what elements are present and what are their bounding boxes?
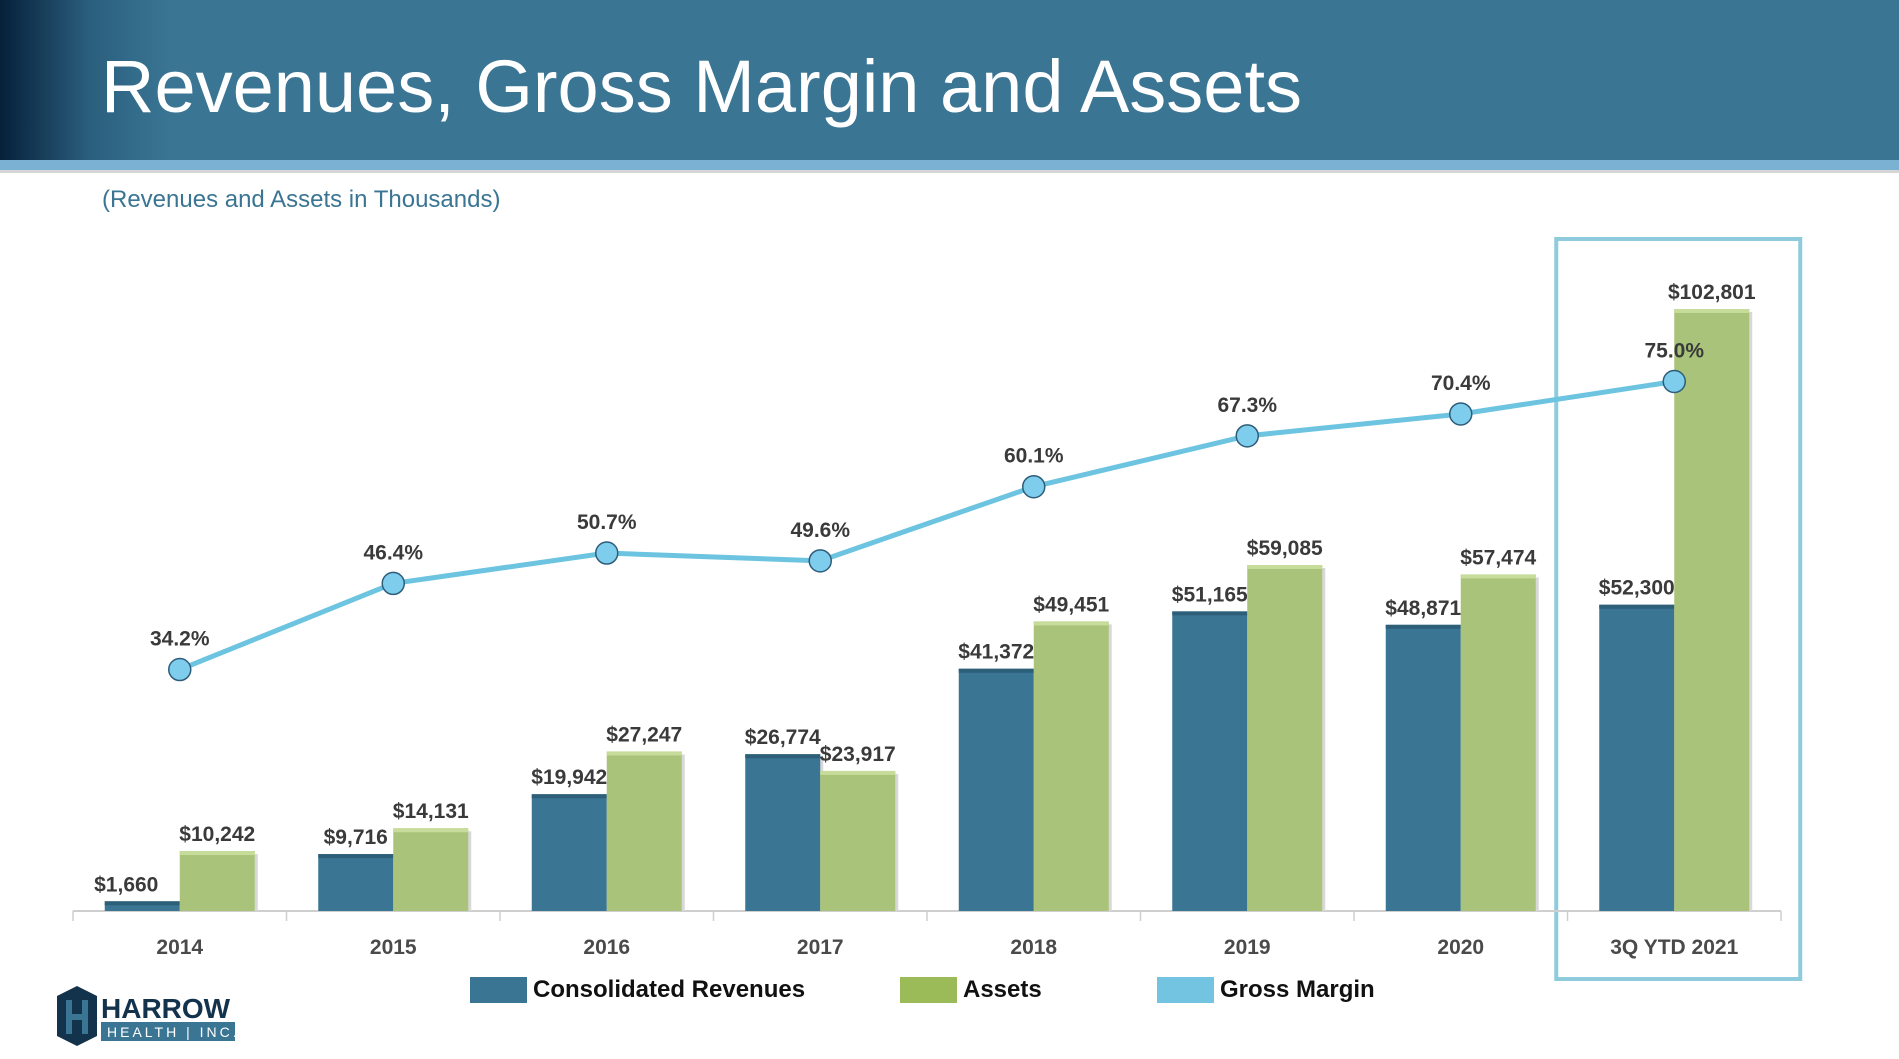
revenue-data-label: $19,942	[531, 766, 607, 789]
assets-bar	[1033, 621, 1109, 911]
revenue-data-label: $26,774	[745, 726, 821, 749]
revenue-bar-top	[958, 668, 1034, 673]
gross-margin-point	[1022, 474, 1046, 499]
assets-bar	[393, 828, 469, 911]
legend-item-assets: Assets	[900, 976, 1042, 1004]
gross-margin-point	[595, 541, 619, 565]
revenue-data-label: $48,871	[1385, 597, 1461, 620]
legend-item-gross-margin: Gross Margin	[1157, 976, 1375, 1004]
gross-margin-data-label: 60.1%	[1004, 445, 1064, 468]
chart-subtitle: (Revenues and Assets in Thousands)	[102, 186, 501, 213]
assets-bar-top	[1247, 564, 1323, 569]
revenue-bar-top	[745, 754, 821, 759]
legend-swatch-revenues	[470, 977, 527, 1003]
gross-margin-data-label: 70.4%	[1431, 372, 1491, 395]
assets-data-label: $23,917	[820, 743, 896, 766]
x-tick-label: 2018	[1010, 936, 1057, 959]
revenue-bar	[958, 668, 1034, 911]
gross-margin-point	[168, 657, 192, 682]
revenue-bar-top	[1172, 611, 1248, 616]
gross-margin-data-label: 50.7%	[577, 511, 637, 534]
gross-margin-point	[1449, 402, 1473, 426]
harrow-logo: HARROW HEALTH | INC.	[57, 984, 247, 1053]
assets-bar	[179, 851, 255, 911]
assets-bar-top	[393, 828, 469, 833]
legend-swatch-gross-margin	[1157, 977, 1214, 1003]
gross-margin-data-label: 49.6%	[790, 519, 850, 542]
assets-data-label: $10,242	[179, 823, 255, 846]
revenue-data-label: $52,300	[1599, 577, 1675, 600]
gross-margin-line	[178, 379, 1675, 672]
svg-text:HARROW: HARROW	[101, 993, 231, 1024]
revenue-bar	[1385, 624, 1461, 911]
gross-margin-point	[1235, 424, 1259, 448]
assets-bar-top	[606, 751, 682, 756]
assets-data-label: $27,247	[606, 723, 682, 746]
legend-label-assets: Assets	[963, 976, 1042, 1003]
revenue-bar	[745, 754, 821, 911]
gross-margin-point	[808, 549, 832, 573]
assets-bar-top	[179, 851, 255, 856]
legend-label-gross-margin: Gross Margin	[1220, 976, 1375, 1003]
legend-item-revenues: Consolidated Revenues	[470, 976, 805, 1004]
revenue-bar-top	[1385, 624, 1461, 629]
x-tick-label: 2016	[583, 936, 630, 959]
svg-text:HEALTH | INC.: HEALTH | INC.	[107, 1024, 240, 1040]
x-tick-label: 2020	[1437, 936, 1484, 959]
revenue-data-label: $1,660	[94, 873, 158, 896]
x-tick-label: 2017	[797, 936, 844, 959]
revenue-data-label: $41,372	[958, 641, 1034, 664]
x-tick-label: 2019	[1224, 936, 1271, 959]
revenue-bar	[531, 794, 607, 911]
gross-margin-data-label: 67.3%	[1217, 394, 1277, 417]
highlight-box	[1554, 237, 1803, 981]
revenue-data-label: $9,716	[324, 826, 388, 849]
gross-margin-data-label: 75.0%	[1644, 340, 1704, 363]
assets-bar-top	[1674, 309, 1750, 313]
legend-label-revenues: Consolidated Revenues	[533, 976, 806, 1003]
revenue-bar	[104, 901, 180, 911]
revenue-bar	[318, 854, 394, 911]
assets-bar-top	[1460, 574, 1536, 579]
title-bar	[0, 0, 1899, 160]
assets-data-label: $102,801	[1668, 281, 1756, 304]
assets-bar	[820, 770, 896, 911]
title-underline	[0, 160, 1899, 173]
assets-bar-top	[820, 770, 896, 775]
assets-bar	[1460, 574, 1536, 911]
assets-data-label: $57,474	[1460, 546, 1536, 569]
assets-bar	[606, 751, 682, 911]
harrow-logo-mark: HARROW HEALTH | INC.	[57, 986, 240, 1046]
gross-margin-point	[1662, 369, 1686, 394]
legend-swatch-assets	[900, 977, 957, 1003]
revenue-bar-top	[104, 901, 180, 906]
revenue-bar-top	[318, 854, 394, 859]
gross-margin-data-label: 46.4%	[363, 541, 423, 564]
assets-bar	[1674, 309, 1750, 911]
x-tick-label: 2015	[370, 936, 417, 959]
assets-data-label: $14,131	[393, 800, 469, 823]
gross-margin-data-label: 34.2%	[150, 628, 210, 651]
revenue-bar	[1599, 604, 1675, 911]
assets-bar	[1247, 564, 1323, 911]
assets-bar-top	[1033, 621, 1109, 626]
assets-data-label: $59,085	[1247, 537, 1323, 560]
revenue-bar-top	[1599, 604, 1675, 609]
x-tick-label: 3Q YTD 2021	[1610, 936, 1738, 959]
page-title: Revenues, Gross Margin and Assets	[101, 45, 1303, 128]
revenue-bar-top	[531, 794, 607, 799]
x-tick-label: 2014	[156, 936, 203, 959]
gross-margin-point	[381, 571, 405, 596]
assets-data-label: $49,451	[1033, 593, 1109, 616]
revenue-bar	[1172, 611, 1248, 911]
revenue-data-label: $51,165	[1172, 583, 1248, 606]
